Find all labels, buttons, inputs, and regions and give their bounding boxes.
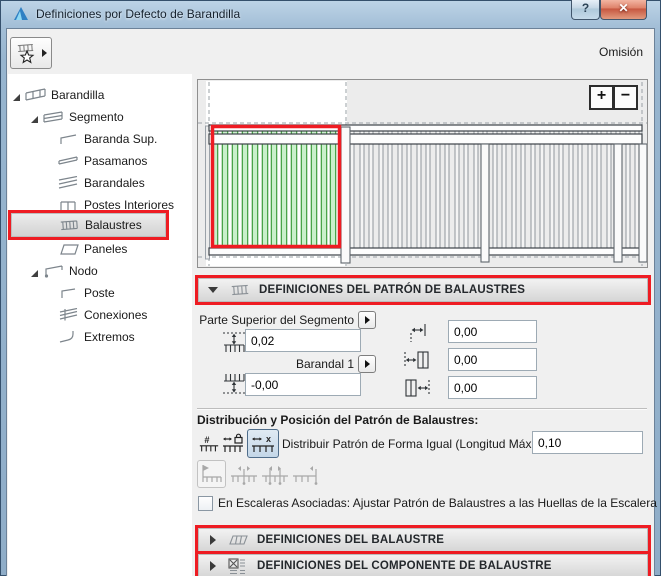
baluster-icon — [228, 532, 248, 548]
tree-item-paneles[interactable]: Paneles — [8, 238, 192, 260]
top-offset-input[interactable] — [245, 329, 361, 352]
top-anchor-flyout-button[interactable] — [358, 311, 376, 329]
distribution-title: Distribución y Posición del Patrón de Ba… — [197, 413, 479, 427]
tree-item-segmento[interactable]: Segmento — [8, 106, 192, 128]
rail-anchor-flyout-button[interactable] — [358, 355, 376, 373]
tree-item-nodo[interactable]: Nodo — [8, 260, 192, 282]
expand-triangle-icon[interactable] — [30, 267, 39, 277]
stair-option-checkbox[interactable] — [198, 496, 213, 511]
tree-item-balaustres[interactable]: Balaustres — [8, 210, 169, 240]
top-offset-icon — [221, 330, 247, 357]
segment-icon — [43, 110, 65, 124]
tree-item-extremos[interactable]: Extremos — [8, 326, 192, 348]
close-button[interactable]: ✕ — [600, 0, 647, 20]
node-icon — [43, 264, 65, 278]
balusters-icon — [59, 218, 81, 232]
start-offset-icon — [406, 321, 430, 346]
bottom-offset-input[interactable] — [245, 373, 361, 396]
max-length-input[interactable] — [532, 431, 643, 454]
section-header-baluster-component[interactable]: DEFINICIONES DEL COMPONENTE DE BALAUSTRE — [195, 551, 651, 576]
locked-spacing-icon — [223, 433, 243, 452]
railing-elevation-drawing — [198, 80, 648, 267]
inner-posts-icon — [58, 198, 80, 212]
expand-triangle-icon[interactable] — [30, 113, 39, 123]
align-end-button[interactable] — [291, 462, 319, 489]
tree-item-barandales[interactable]: Barandales — [8, 172, 192, 194]
first-baluster-offset-icon — [402, 349, 432, 374]
default-label: Omisión — [598, 45, 643, 59]
top-rail-icon — [58, 132, 80, 146]
tree-item-conexiones[interactable]: Conexiones — [8, 304, 192, 326]
expand-triangle-icon[interactable] — [12, 91, 21, 101]
flyout-arrow-icon — [364, 360, 370, 368]
first-baluster-offset-input[interactable] — [448, 348, 537, 371]
tree-item-poste[interactable]: Poste — [8, 282, 192, 304]
connections-icon — [58, 307, 80, 322]
expand-triangle-icon — [210, 535, 216, 545]
railing-preview[interactable]: + − — [197, 79, 648, 268]
bottom-offset-icon — [221, 372, 247, 399]
svg-text:x: x — [266, 434, 271, 444]
align-start-button[interactable] — [197, 460, 226, 488]
rails-icon — [58, 175, 80, 190]
stair-option-label: En Escaleras Asociadas: Ajustar Patrón d… — [218, 496, 657, 510]
tree-item-postes-interiores[interactable]: Postes Interiores — [8, 194, 192, 216]
railing-icon — [25, 88, 47, 102]
baluster-pattern-icon — [230, 282, 250, 298]
equal-distribution-icon: x — [252, 434, 274, 452]
ends-icon — [58, 330, 80, 344]
tree-item-baranda-sup[interactable]: Baranda Sup. — [8, 128, 192, 150]
rail-anchor-label: Barandal 1 — [295, 357, 354, 371]
handrail-icon — [58, 154, 80, 168]
post-icon — [58, 286, 80, 300]
last-baluster-offset-icon — [402, 377, 432, 402]
align-justify-button[interactable] — [260, 462, 290, 489]
last-baluster-offset-input[interactable] — [448, 376, 537, 399]
count-pattern-icon: # — [199, 435, 219, 452]
section-header-baluster-pattern[interactable]: DEFINICIONES DEL PATRÓN DE BALAUSTRES — [195, 275, 651, 305]
start-offset-input[interactable] — [448, 320, 537, 343]
panels-icon — [58, 242, 80, 256]
archicad-logo-icon — [13, 6, 29, 22]
favorites-button[interactable] — [10, 37, 52, 69]
align-center-button[interactable] — [229, 462, 259, 489]
tree-item-pasamanos[interactable]: Pasamanos — [8, 150, 192, 172]
flyout-arrow-icon — [364, 316, 370, 324]
expand-triangle-icon — [210, 561, 216, 571]
distribution-method-label: Distribuir Patrón de Forma Igual (Longit… — [282, 437, 543, 451]
distribute-equally-button[interactable]: x — [247, 429, 279, 458]
selection-annotation-rect — [210, 124, 342, 249]
window-title: Definiciones por Defecto de Barandilla — [36, 7, 241, 21]
zoom-in-button[interactable]: + — [589, 85, 614, 110]
tree-item-barandilla[interactable]: Barandilla — [8, 84, 192, 106]
svg-text:#: # — [204, 435, 209, 445]
help-button[interactable]: ? — [571, 0, 600, 20]
section-header-baluster[interactable]: DEFINICIONES DEL BALAUSTRE — [195, 525, 651, 555]
top-anchor-label: Parte Superior del Segmento — [199, 313, 354, 327]
distribute-by-count-button[interactable]: # — [198, 432, 220, 456]
tree-panel: Barandilla Segmento Baranda Sup. Pasaman… — [8, 74, 192, 576]
flyout-arrow-icon — [41, 49, 47, 57]
railing-favorite-icon — [17, 44, 34, 64]
baluster-component-icon — [228, 558, 248, 575]
separator — [197, 408, 647, 409]
zoom-out-button[interactable]: − — [613, 85, 638, 110]
collapse-triangle-icon — [208, 287, 218, 293]
distribute-fixed-spacing-button[interactable] — [221, 432, 246, 456]
